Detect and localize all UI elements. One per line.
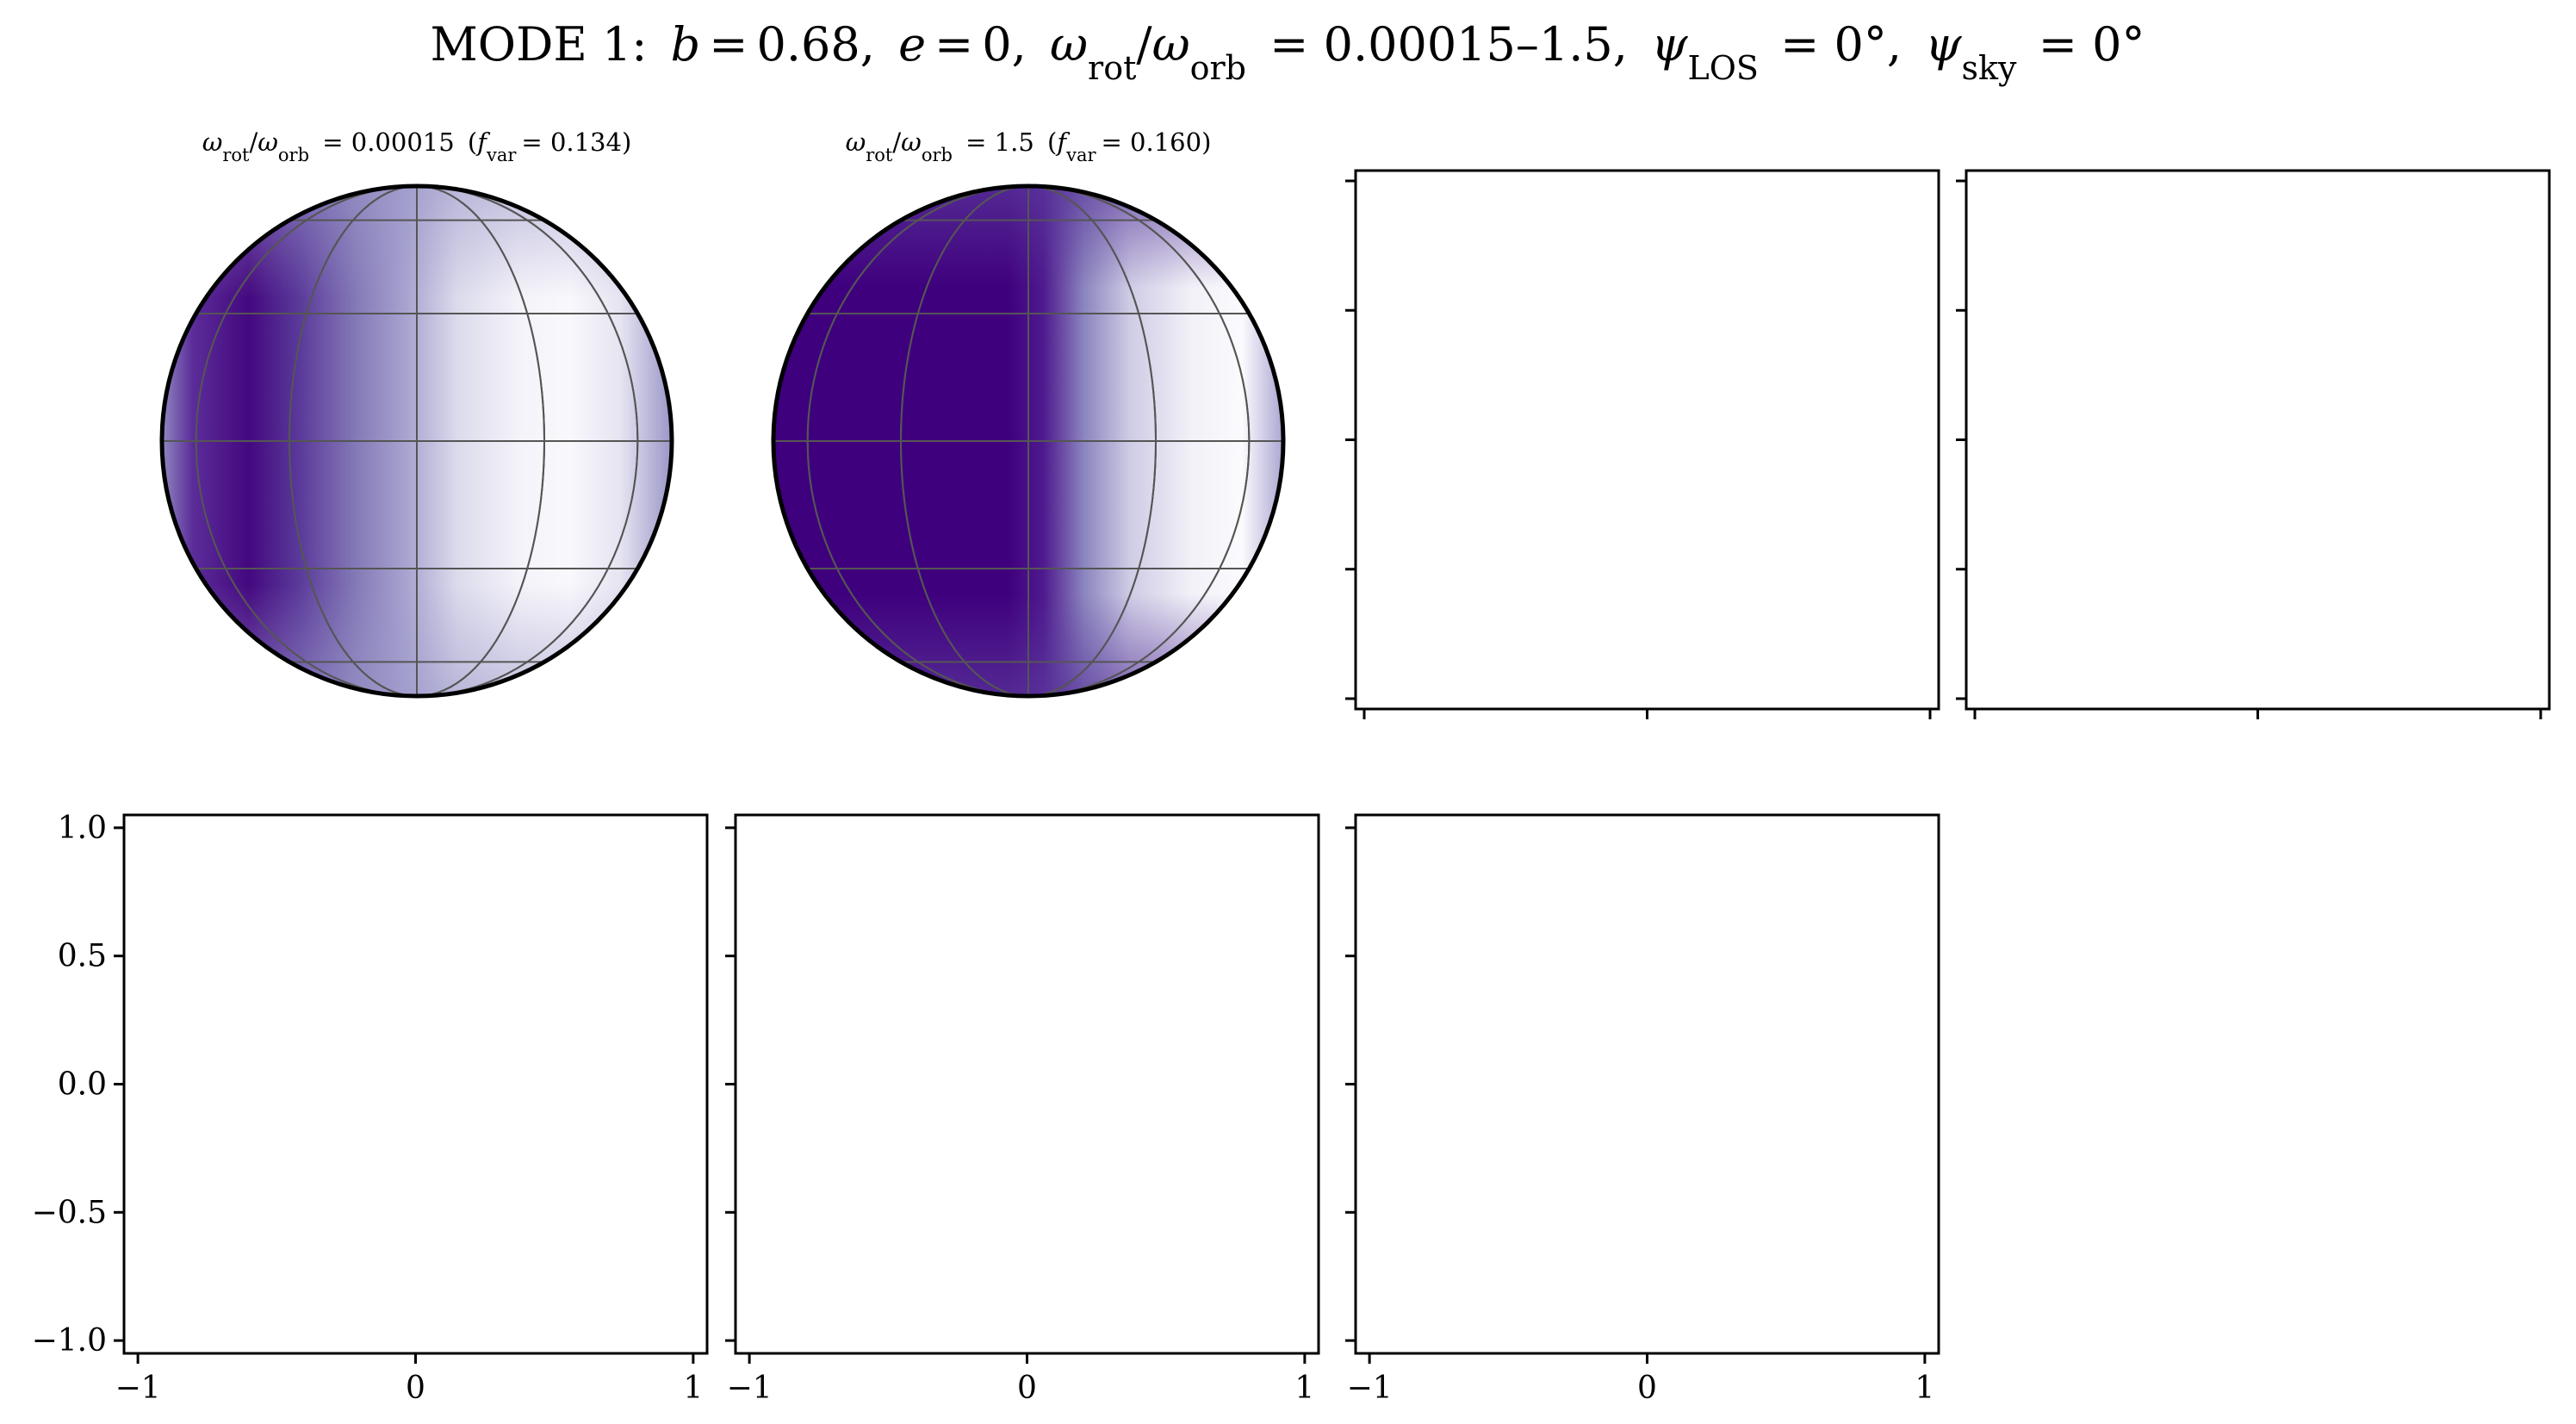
x-tick-label: 0: [1017, 1371, 1037, 1406]
longitude-line: [806, 186, 1251, 696]
axes-frame: [122, 813, 709, 1355]
x-tick-label: 1: [683, 1371, 703, 1406]
globe-panel-1: ωrot/ωorb = 0.00015 (fvar = 0.134): [159, 127, 674, 699]
globe-2-outline: [771, 183, 1286, 699]
x-tick-label: 1: [1915, 1371, 1934, 1406]
axes-panel-top-4: [1956, 169, 2551, 719]
x-tick-label: −1: [727, 1371, 773, 1406]
y-tick-label: −1.0: [32, 1323, 107, 1359]
axes-panel-bottom-1: −1 0 1 1.0 0.5 0.0 −0.5 −1.0: [32, 811, 709, 1406]
axes-frame: [1354, 813, 1940, 1355]
longitude-line: [289, 186, 545, 696]
axes-panel-top-3: [1345, 169, 1940, 719]
axes-frame: [1354, 169, 1940, 711]
x-tick-label: −1: [1347, 1371, 1393, 1406]
globe-panel-2: ωrot/ωorb = 1.5 (fvar = 0.160): [771, 127, 1286, 699]
globe-1-title: ωrot/ωorb = 0.00015 (fvar = 0.134): [202, 127, 632, 165]
y-tick-label: 0.0: [58, 1067, 107, 1103]
figure-title: MODE 1: b = 0.68, e = 0, ωrot/ωorb = 0.00015…: [431, 17, 2145, 87]
longitude-line: [900, 186, 1157, 696]
globe-1-graticule: [162, 186, 672, 696]
x-tick-label: −1: [115, 1371, 161, 1406]
x-tick-label: 0: [1637, 1371, 1657, 1406]
axes-panel-bottom-3: −1 0 1: [1345, 813, 1940, 1406]
y-tick-label: 1.0: [58, 811, 107, 846]
axes-frame: [1965, 169, 2551, 711]
globe-2-title: ωrot/ωorb = 1.5 (fvar = 0.160): [846, 127, 1212, 165]
empty-axes-panels: −1 0 11.00.50.0−0.5−1.0−1 0 1 −1 0 1: [32, 169, 2551, 1406]
axes-frame: [734, 813, 1320, 1355]
globe-1-outline: [159, 183, 674, 699]
y-tick-label: −0.5: [32, 1195, 107, 1230]
longitude-line: [195, 186, 639, 696]
globe-2-graticule: [773, 186, 1283, 696]
axes-panel-bottom-2: −1 0 1: [725, 813, 1320, 1406]
x-tick-label: 1: [1294, 1371, 1314, 1406]
x-tick-label: 0: [406, 1371, 425, 1406]
y-tick-label: 0.5: [58, 939, 107, 974]
